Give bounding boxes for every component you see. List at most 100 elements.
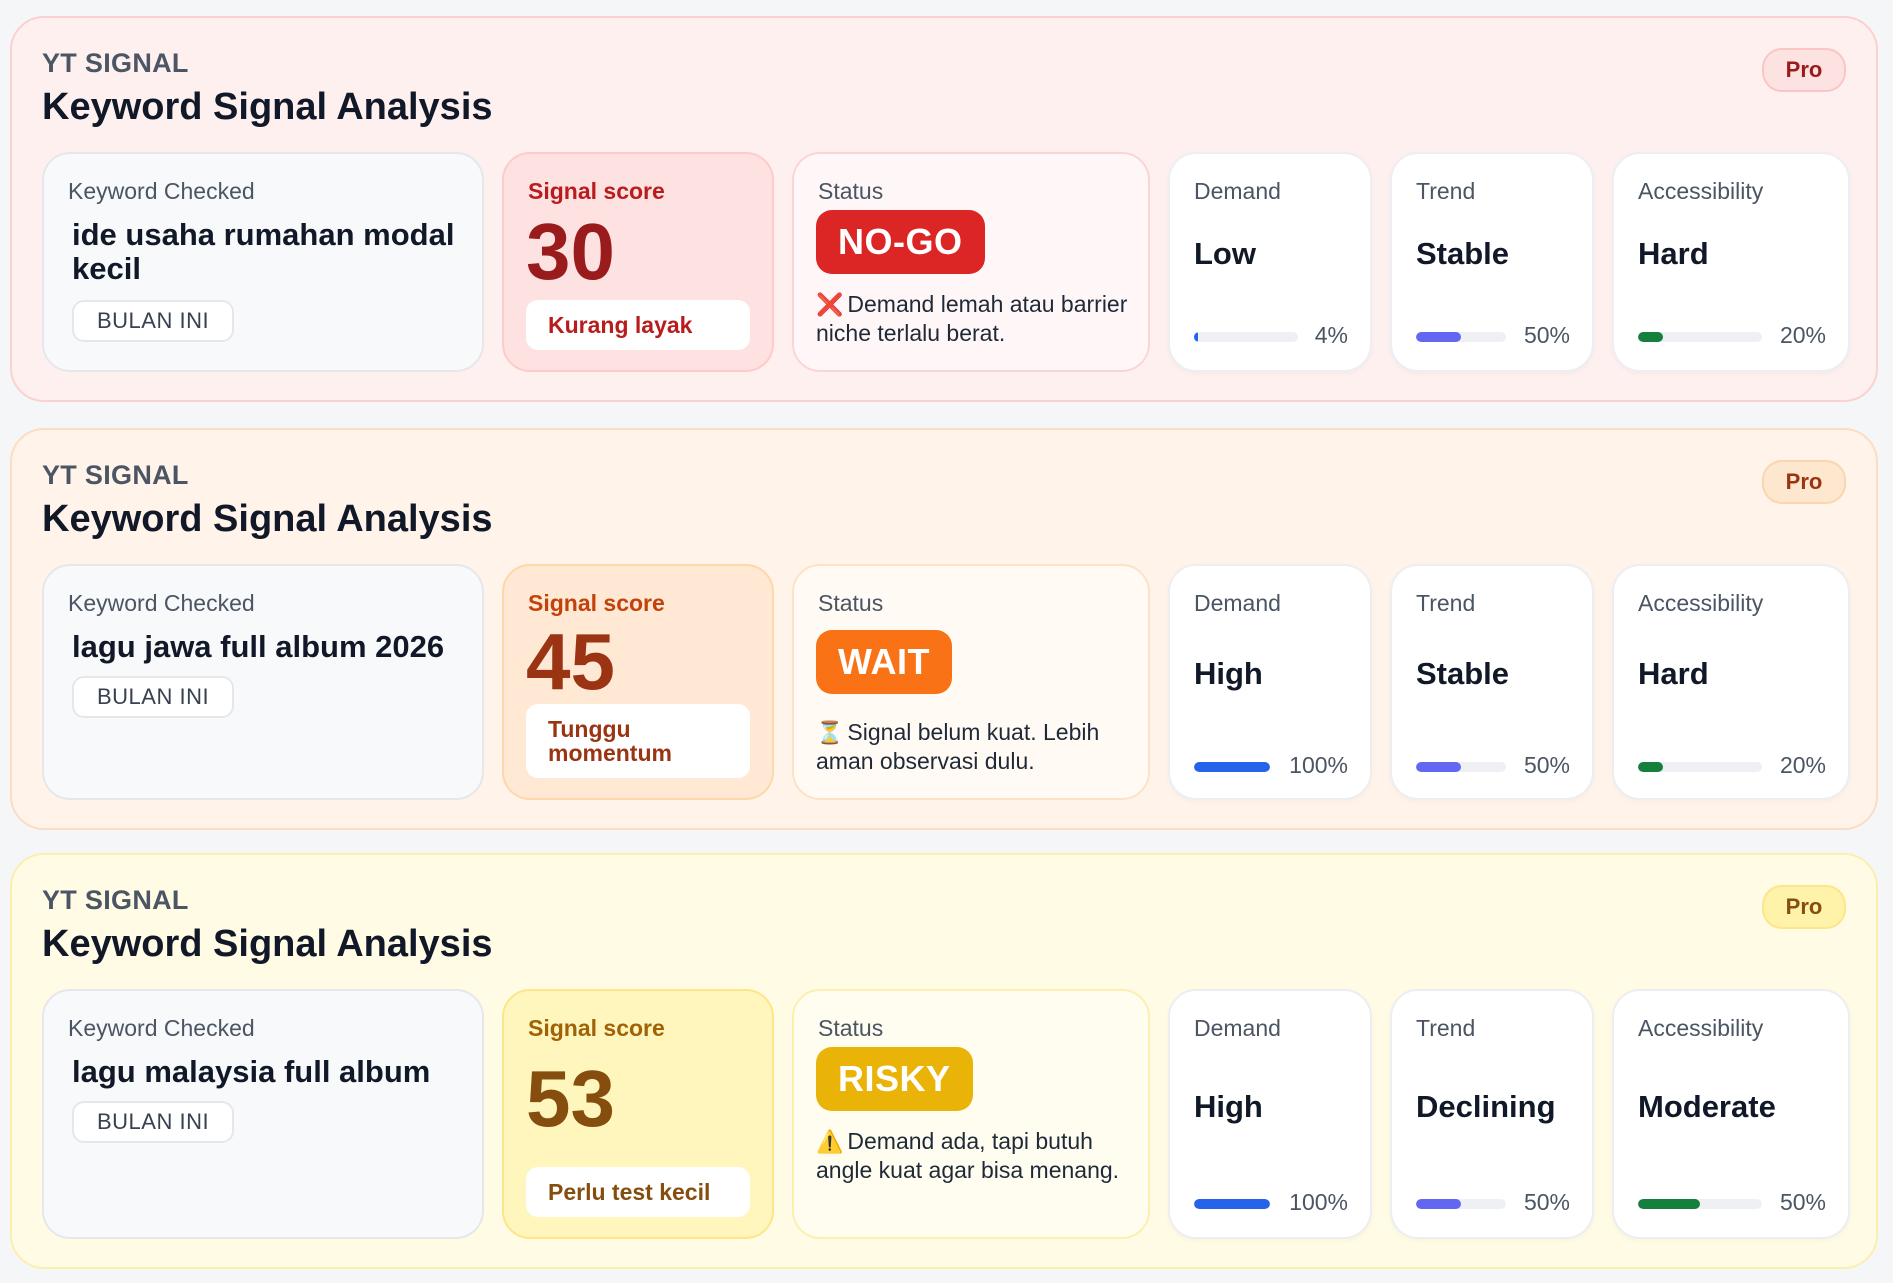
status-card: Status NO-GO ❌ Demand lemah atau barrier … bbox=[792, 152, 1150, 372]
progress-fill bbox=[1194, 762, 1270, 772]
keyword-value: ide usaha rumahan modal kecil bbox=[72, 217, 455, 286]
metric-trend: Trend Stable 50% bbox=[1390, 152, 1594, 372]
period-chip: BULAN INI bbox=[72, 676, 235, 718]
metric-percent: 100% bbox=[1289, 1189, 1348, 1215]
keyword-label: Keyword Checked bbox=[68, 178, 255, 204]
keyword-card: Keyword Checked lagu malaysia full album… bbox=[42, 989, 484, 1239]
metric-label: Demand bbox=[1194, 178, 1281, 204]
eyebrow: YT SIGNAL bbox=[42, 885, 189, 915]
metric-percent: 50% bbox=[1523, 1189, 1570, 1215]
metric-value: Stable bbox=[1416, 656, 1510, 691]
status-message-text: Demand lemah atau barrier niche terlalu … bbox=[816, 291, 1128, 346]
score-label: Signal score bbox=[528, 178, 665, 204]
progress-fill bbox=[1638, 1199, 1700, 1209]
metric-percent: 4% bbox=[1314, 322, 1348, 348]
score-card: Signal score 45 Tunggu momentum bbox=[502, 564, 774, 800]
metric-demand: Demand High 100% bbox=[1168, 989, 1372, 1239]
score-verdict: Kurang layak bbox=[526, 300, 750, 350]
signal-panel-2: YT SIGNAL Keyword Signal Analysis Pro Ke… bbox=[10, 428, 1878, 830]
metric-percent: 50% bbox=[1779, 1189, 1826, 1215]
progress-fill bbox=[1416, 332, 1461, 342]
metric-label: Accessibility bbox=[1638, 590, 1764, 616]
progress-bar bbox=[1194, 762, 1270, 772]
progress-fill bbox=[1416, 1199, 1461, 1209]
score-card: Signal score 30 Kurang layak bbox=[502, 152, 774, 372]
metric-label: Accessibility bbox=[1638, 178, 1764, 204]
period-chip: BULAN INI bbox=[72, 300, 235, 342]
progress-fill bbox=[1638, 762, 1663, 772]
metric-label: Demand bbox=[1194, 1015, 1281, 1041]
score-label: Signal score bbox=[528, 590, 665, 616]
progress-bar bbox=[1416, 332, 1506, 342]
metric-demand: Demand High 100% bbox=[1168, 564, 1372, 800]
pro-badge: Pro bbox=[1762, 460, 1846, 504]
metric-label: Trend bbox=[1416, 178, 1476, 204]
keyword-card: Keyword Checked lagu jawa full album 202… bbox=[42, 564, 484, 800]
status-badge: RISKY bbox=[816, 1047, 973, 1111]
metric-value: Hard bbox=[1638, 236, 1709, 271]
cross-icon: ❌ bbox=[816, 292, 844, 317]
status-label: Status bbox=[818, 1015, 884, 1041]
eyebrow: YT SIGNAL bbox=[42, 460, 189, 490]
metric-value: Hard bbox=[1638, 656, 1709, 691]
progress-fill bbox=[1194, 332, 1199, 342]
progress-bar bbox=[1194, 1199, 1270, 1209]
score-value: 45 bbox=[526, 617, 615, 706]
warning-icon: ⚠️ bbox=[816, 1129, 844, 1154]
metric-value: High bbox=[1194, 656, 1263, 691]
metric-label: Accessibility bbox=[1638, 1015, 1764, 1041]
progress-bar bbox=[1194, 332, 1298, 342]
score-verdict: Perlu test kecil bbox=[526, 1167, 750, 1217]
keyword-value: lagu jawa full album 2026 bbox=[72, 629, 445, 664]
signal-panel-1: YT SIGNAL Keyword Signal Analysis Pro Ke… bbox=[10, 16, 1878, 402]
keyword-card: Keyword Checked ide usaha rumahan modal … bbox=[42, 152, 484, 372]
metric-percent: 100% bbox=[1289, 752, 1348, 778]
progress-bar bbox=[1638, 762, 1762, 772]
status-label: Status bbox=[818, 590, 884, 616]
status-message-text: Demand ada, tapi butuh angle kuat agar b… bbox=[816, 1128, 1120, 1183]
progress-fill bbox=[1194, 1199, 1270, 1209]
metric-percent: 50% bbox=[1523, 752, 1570, 778]
metric-demand: Demand Low 4% bbox=[1168, 152, 1372, 372]
status-message: ⏳ Signal belum kuat. Lebih aman observasi… bbox=[816, 718, 1128, 776]
signal-panel-3: YT SIGNAL Keyword Signal Analysis Pro Ke… bbox=[10, 853, 1878, 1269]
keyword-label: Keyword Checked bbox=[68, 590, 255, 616]
metric-accessibility: Accessibility Hard 20% bbox=[1612, 564, 1850, 800]
period-chip: BULAN INI bbox=[72, 1101, 235, 1143]
pro-badge: Pro bbox=[1762, 885, 1846, 929]
status-message-text: Signal belum kuat. Lebih aman observasi … bbox=[816, 719, 1100, 774]
metric-label: Demand bbox=[1194, 590, 1281, 616]
keyword-label: Keyword Checked bbox=[68, 1015, 255, 1041]
progress-bar bbox=[1638, 332, 1762, 342]
metric-percent: 50% bbox=[1523, 322, 1570, 348]
metric-value: Low bbox=[1194, 236, 1256, 271]
metric-value: Moderate bbox=[1638, 1089, 1776, 1124]
status-message: ❌ Demand lemah atau barrier niche terlalu… bbox=[816, 290, 1128, 348]
score-label: Signal score bbox=[528, 1015, 665, 1041]
score-verdict: Tunggu momentum bbox=[526, 704, 750, 778]
eyebrow: YT SIGNAL bbox=[42, 48, 189, 78]
metric-trend: Trend Stable 50% bbox=[1390, 564, 1594, 800]
progress-fill bbox=[1638, 332, 1663, 342]
metric-label: Trend bbox=[1416, 590, 1476, 616]
score-value: 53 bbox=[526, 1054, 615, 1143]
status-label: Status bbox=[818, 178, 884, 204]
keyword-value: lagu malaysia full album bbox=[72, 1054, 431, 1089]
metric-percent: 20% bbox=[1779, 752, 1826, 778]
status-card: Status WAIT ⏳ Signal belum kuat. Lebih am… bbox=[792, 564, 1150, 800]
metric-value: Stable bbox=[1416, 236, 1510, 271]
metric-label: Trend bbox=[1416, 1015, 1476, 1041]
status-message: ⚠️ Demand ada, tapi butuh angle kuat agar… bbox=[816, 1127, 1128, 1185]
hourglass-icon: ⏳ bbox=[816, 720, 844, 745]
pro-badge: Pro bbox=[1762, 48, 1846, 92]
panel-title: Keyword Signal Analysis bbox=[42, 923, 493, 965]
score-card: Signal score 53 Perlu test kecil bbox=[502, 989, 774, 1239]
metric-value: High bbox=[1194, 1089, 1263, 1124]
panel-title: Keyword Signal Analysis bbox=[42, 86, 493, 128]
metric-trend: Trend Declining 50% bbox=[1390, 989, 1594, 1239]
status-badge: WAIT bbox=[816, 630, 952, 694]
status-badge: NO-GO bbox=[816, 210, 985, 274]
metric-percent: 20% bbox=[1779, 322, 1826, 348]
metric-value: Declining bbox=[1416, 1089, 1556, 1124]
progress-fill bbox=[1416, 762, 1461, 772]
